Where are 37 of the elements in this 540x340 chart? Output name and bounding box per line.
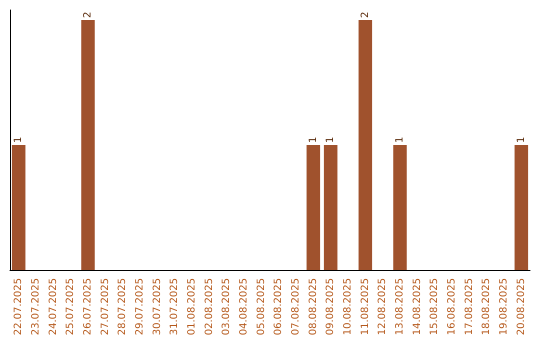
- x-tick-label: 13.08.2025: [394, 278, 406, 336]
- x-tick-label: 22.07.2025: [13, 278, 24, 336]
- x-tick-label: 23.07.2025: [30, 278, 42, 336]
- x-tick-label: 12.08.2025: [377, 278, 388, 336]
- x-tick-label: 05.08.2025: [256, 278, 267, 336]
- data-label: 1: [516, 136, 527, 143]
- x-tick-label: 01.08.2025: [186, 278, 198, 336]
- x-tick-label: 06.08.2025: [273, 278, 284, 336]
- x-tick-label: 31.07.2025: [169, 278, 180, 336]
- x-tick-label: 19.08.2025: [498, 278, 510, 336]
- data-label: 1: [13, 136, 24, 143]
- x-tick-label: 07.08.2025: [290, 278, 302, 336]
- x-tick-label: 25.07.2025: [65, 278, 76, 336]
- x-tick-label: 10.08.2025: [342, 278, 354, 336]
- x-tick-label: 28.07.2025: [117, 278, 128, 336]
- x-tick-label: 09.08.2025: [325, 278, 336, 336]
- x-tick-label: 11.08.2025: [360, 278, 371, 336]
- x-tick-label: 14.08.2025: [412, 278, 423, 336]
- x-tick-label: 02.08.2025: [204, 278, 215, 336]
- x-tick-label: 24.07.2025: [48, 278, 59, 336]
- x-tick-label: 29.07.2025: [134, 278, 146, 336]
- x-tick-label: 27.07.2025: [100, 278, 111, 336]
- data-label: 2: [82, 12, 94, 18]
- data-label: 1: [394, 136, 406, 143]
- x-tick-label: 30.07.2025: [152, 278, 163, 336]
- x-tick-label: 15.08.2025: [429, 278, 440, 336]
- x-tick-label: 20.08.2025: [516, 278, 527, 336]
- data-label: 2: [360, 12, 371, 18]
- x-tick-label: 17.08.2025: [464, 278, 475, 336]
- x-tick-label: 16.08.2025: [446, 278, 458, 336]
- data-label: 1: [325, 136, 336, 143]
- x-tick-label: 18.08.2025: [481, 278, 492, 336]
- x-tick-label: 03.08.2025: [221, 278, 232, 336]
- x-tick-label: 04.08.2025: [238, 278, 250, 336]
- data-label: 1: [308, 136, 319, 143]
- x-tick-label: 08.08.2025: [308, 278, 319, 336]
- x-tick-label: 26.07.2025: [82, 278, 94, 336]
